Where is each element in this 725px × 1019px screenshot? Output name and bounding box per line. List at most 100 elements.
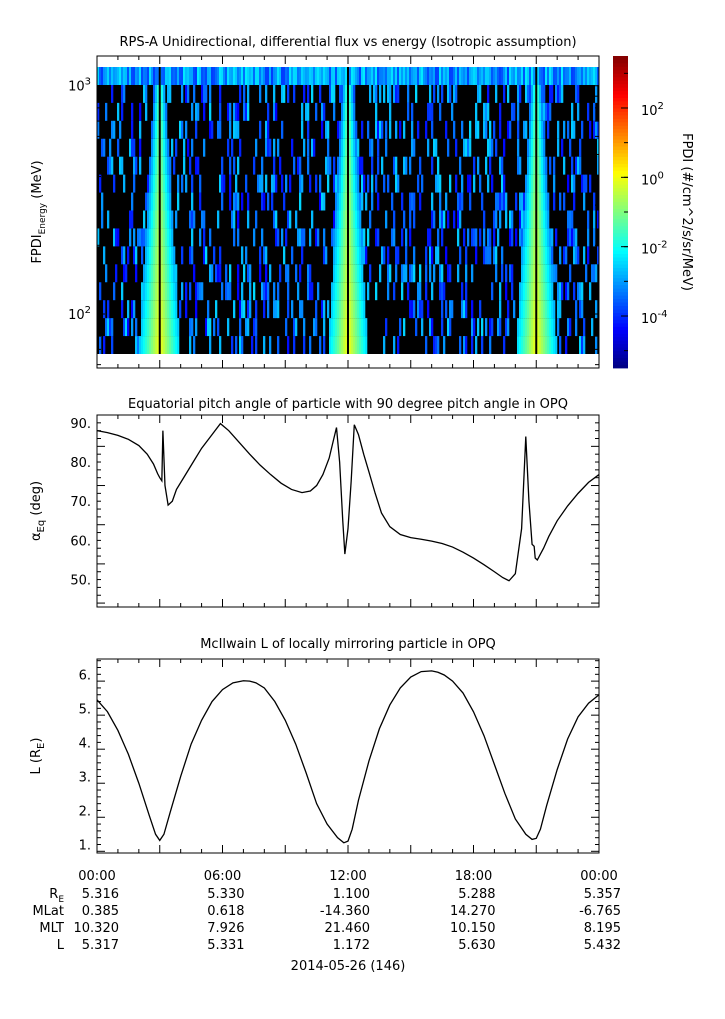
spectrogram-cell	[533, 228, 536, 247]
spectrogram-cell	[157, 138, 160, 157]
colorbar-segment	[613, 291, 628, 296]
spectrogram-cell	[559, 192, 562, 211]
spectrogram-cell	[499, 282, 502, 301]
spectrogram-cell	[567, 318, 570, 337]
spectrogram-cell	[167, 300, 170, 319]
spectrogram-cell	[569, 318, 572, 337]
spectrogram-cell	[265, 67, 268, 85]
spectrogram-cell	[525, 192, 528, 211]
spectrogram-cell	[155, 174, 158, 193]
colorbar-segment	[613, 87, 628, 92]
spectrogram-cell	[175, 282, 178, 301]
spectrogram-cell	[387, 282, 390, 301]
spectrogram-cell	[371, 156, 374, 175]
spectrogram-cell	[541, 138, 544, 157]
spectrogram-cell	[529, 210, 532, 229]
x-tick-label: 00:00	[78, 869, 115, 884]
spectrogram-cell	[283, 84, 286, 103]
spectrogram-cell	[499, 210, 502, 229]
spectrogram-cell	[567, 210, 570, 229]
spectrogram-cell	[577, 102, 580, 121]
spectrogram-cell	[113, 174, 116, 193]
spectrogram-cell	[581, 282, 584, 301]
spectrogram-cell	[143, 228, 146, 247]
spectrogram-cell	[209, 264, 212, 283]
spectrogram-cell	[549, 67, 552, 85]
spectrogram-cell	[239, 84, 242, 103]
spectrogram-cell	[465, 67, 468, 85]
spectrogram-cell	[563, 192, 566, 211]
spectrogram-cell	[169, 246, 172, 265]
spectrogram-cell	[377, 192, 380, 211]
spectrogram-cell	[459, 192, 462, 211]
spectrogram-cell	[339, 174, 342, 193]
colorbar-segment	[613, 225, 628, 230]
spectrogram-cell	[221, 67, 224, 85]
spectrogram-cell	[577, 246, 580, 265]
spectrogram-cell	[97, 228, 100, 247]
spectrogram-cell	[241, 300, 244, 319]
spectrogram-cell	[195, 300, 198, 319]
spectrogram-cell	[539, 138, 542, 157]
spectrogram-cell	[283, 67, 286, 85]
spectrogram-cell	[527, 210, 530, 229]
spectrogram-cell	[437, 174, 440, 193]
y-tick-label: 102	[68, 305, 91, 323]
spectrogram-cell	[161, 138, 164, 157]
spectrogram-cell	[345, 318, 348, 337]
spectrogram-cell	[105, 67, 108, 85]
spectrogram-cell	[173, 156, 176, 175]
spectrogram-cell	[575, 300, 578, 319]
colorbar-segment	[613, 194, 628, 199]
spectrogram-cell	[527, 67, 530, 85]
spectrogram-cell	[377, 67, 380, 85]
spectrogram-cell	[533, 282, 536, 301]
spectrogram-cell	[543, 67, 546, 85]
colorbar-segment	[613, 90, 628, 95]
spectrogram-cell	[181, 282, 184, 301]
spectrogram-cell	[165, 264, 168, 283]
spectrogram-cell	[301, 228, 304, 247]
spectrogram-cell	[317, 282, 320, 301]
spectrogram-cell	[467, 67, 470, 85]
spectrogram-cell	[531, 246, 534, 265]
colorbar-segment	[613, 288, 628, 293]
spectrogram-cell	[289, 67, 292, 85]
spectrogram-cell	[549, 282, 552, 301]
spectrogram-cell	[553, 264, 556, 283]
spectrogram-cell	[171, 228, 174, 247]
spectrogram-cell	[323, 318, 326, 337]
spectrogram-cell	[165, 67, 168, 85]
spectrogram-cell	[239, 138, 242, 157]
spectrogram-cell	[569, 67, 572, 85]
spectrogram-cell	[561, 84, 564, 103]
spectrogram-cell	[225, 264, 228, 283]
spectrogram-cell	[301, 174, 304, 193]
spectrogram-cell	[543, 138, 546, 157]
spectrogram-cell	[493, 228, 496, 247]
spectrogram-cell	[539, 102, 542, 121]
spectrogram-cell	[201, 282, 204, 301]
spectrogram-cell	[407, 282, 410, 301]
spectrogram-cell	[447, 210, 450, 229]
spectrogram-cell	[355, 210, 358, 229]
spectrogram-cell	[185, 282, 188, 301]
spectrogram-cell	[551, 300, 554, 319]
spectrogram-cell	[143, 300, 146, 319]
spectrogram-cell	[273, 102, 276, 121]
spectrogram-cell	[261, 67, 264, 85]
spectrogram-cell	[333, 336, 336, 354]
spectrogram-cell	[489, 67, 492, 85]
spectrogram-cell	[383, 336, 386, 354]
y-tick-label: 3.	[79, 770, 91, 785]
spectrogram-cell	[191, 192, 194, 211]
spectrogram-cell	[299, 156, 302, 175]
spectrogram-cell	[409, 228, 412, 247]
spectrogram-cell	[457, 192, 460, 211]
spectrogram-cell	[593, 228, 596, 247]
spectrogram-cell	[541, 102, 544, 121]
spectrogram-cell	[453, 210, 456, 229]
spectrogram-cell	[153, 300, 156, 319]
spectrogram-cell	[171, 138, 174, 157]
spectrogram-cell	[121, 156, 124, 175]
